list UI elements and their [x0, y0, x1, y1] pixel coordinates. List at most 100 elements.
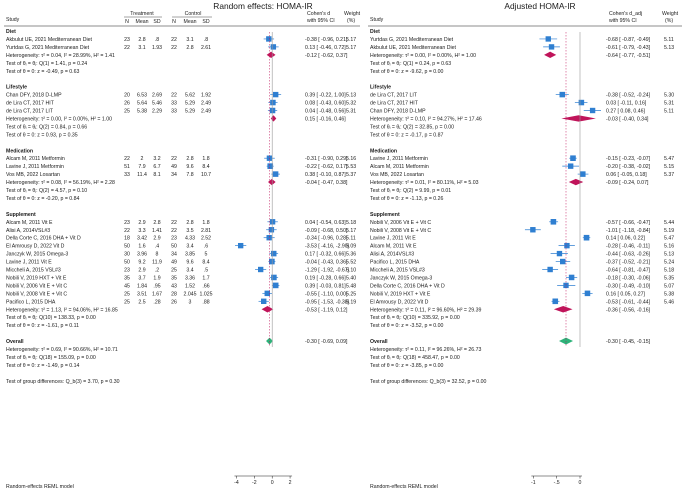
subgroup-test-z: Test of θ = 0: z = -3.52, p = 0.00 [370, 323, 444, 329]
study-weight-text: 5.25 [346, 291, 356, 297]
subgroup-test-z: Test of θ = 0: z = -0.17, p = 0.87 [370, 132, 444, 138]
study-weight-text: 5.40 [346, 275, 356, 281]
study-effect-text: -0.44 [ -0.63, -0.26] [606, 252, 651, 258]
study-weight-text: 5.13 [664, 252, 674, 258]
study-weight-text: 5.30 [664, 93, 674, 99]
study-label: Alcam M, 2011 Vit E [6, 220, 53, 226]
study-cn: 35 [171, 275, 177, 281]
subgroup-test-q: Test of θᵢ = θⱼ: Q(1) = 0.24, p = 0.63 [370, 61, 451, 67]
right-title: Adjusted HOMA-IR [504, 1, 575, 11]
study-marker [268, 227, 275, 233]
study-tsd: 11.9 [152, 260, 162, 266]
study-tsd: 8 [156, 252, 159, 258]
left-header-tsd: SD [153, 19, 160, 25]
group-title-supplement: Supplement [370, 212, 400, 218]
study-marker [583, 234, 590, 241]
group-title-diet: Diet [6, 29, 16, 35]
study-label: de Lira CT, 2017 HIT [6, 101, 55, 107]
study-tn: 25 [124, 109, 130, 115]
study-marker [257, 266, 264, 273]
study-csd: .6 [204, 244, 208, 250]
study-cm: 5.29 [185, 109, 195, 115]
study-effect-text: 0.39 [ -0.03, 0.81] [305, 283, 346, 289]
study-csd: 2.49 [201, 101, 211, 107]
study-label: Pacifico L, 2015 DHA [6, 299, 56, 305]
study-label: Janczyk W, 2015 Omega-3 [6, 252, 68, 258]
study-cn: 22 [171, 93, 177, 99]
study-weight-text: 5.10 [346, 268, 356, 274]
left-header-weight-1: Weight [344, 11, 361, 17]
study-marker [271, 274, 277, 281]
study-tsd: .28 [153, 299, 160, 305]
right-header-study: Study [370, 17, 384, 23]
study-csd: 1.7 [202, 275, 209, 281]
study-marker [237, 242, 244, 249]
study-label: Nobili V, 2008 Vit E + Vit C [370, 228, 431, 234]
study-label: Vos MB, 2022 Losartan [370, 172, 424, 178]
study-marker [269, 258, 275, 265]
subgroup-test-q: Test of θᵢ = θⱼ: Q(2) = 4.57, p = 0.10 [6, 188, 87, 194]
study-cn: 25 [171, 268, 177, 274]
study-weight-text: 5.19 [346, 299, 356, 305]
study-cn: 33 [171, 101, 177, 107]
study-tm: 2.5 [138, 299, 145, 305]
subgroup-diamond [561, 115, 596, 122]
study-tsd: 2.8 [153, 220, 160, 226]
study-label: Akbulut UE, 2021 Mediterranean Diet [370, 45, 456, 51]
left-panel: Random effects: HOMA-IR Study Treatment … [4, 1, 361, 490]
subgroup-diamond [553, 306, 573, 313]
study-tsd: 2.69 [152, 93, 162, 99]
study-effect-text: -0.64 [ -0.81, -0.47] [606, 268, 651, 274]
left-header-cn: N [172, 19, 176, 25]
left-title: Random effects: HOMA-IR [213, 1, 312, 11]
subgroup-diamond [544, 51, 557, 59]
study-weight-text: 5.11 [664, 109, 674, 115]
study-weight-text: 5.48 [346, 283, 356, 289]
study-label: Lavine J, 2011 Vit E [370, 236, 416, 242]
study-label: Miccheli A, 2015 VSL#3 [370, 268, 425, 274]
right-header-effect-1: Cohen's d_adj [609, 11, 642, 17]
study-tn: 20 [124, 93, 130, 99]
study-tn: 30 [124, 252, 130, 258]
subgroup-test-z: Test of θ = 0: z = -9.62, p = 0.00 [370, 69, 444, 75]
subgroup-test-q: Test of θᵢ = θⱼ: Q(2) = 0.84, p = 0.66 [6, 124, 87, 130]
study-weight-text: 5.18 [346, 220, 356, 226]
study-label: Nobili V, 2019 HXT + Vit E [6, 275, 67, 281]
left-model-note: Random-effects REML model [6, 484, 74, 490]
group-title-medication: Medication [370, 148, 397, 154]
study-csd: .5 [204, 268, 208, 274]
study-tsd: 3.2 [153, 156, 160, 162]
study-marker [266, 36, 272, 42]
subgroup-effect-text: 0.15 [ -0.16, 0.46] [305, 116, 346, 122]
study-tn: 25 [124, 299, 130, 305]
study-marker [264, 290, 271, 297]
overall-title: Overall [370, 339, 388, 345]
study-tm: 9.2 [138, 260, 145, 266]
study-csd: 1.8 [202, 156, 209, 162]
study-weight-text: 5.31 [346, 109, 356, 115]
study-effect-text: -0.20 [ -0.38, -0.02] [606, 164, 651, 170]
study-tsd: .4 [155, 244, 159, 250]
study-marker [570, 155, 576, 161]
study-cm: 3.4 [186, 244, 193, 250]
study-tm: 6.53 [137, 93, 147, 99]
study-weight-text: 5.47 [664, 236, 674, 242]
study-label: Akbulut UE, 2021 Mediterranean Diet [6, 37, 92, 43]
study-label: El Amrousy D, 2022 Vit D [370, 299, 429, 305]
study-tm: 3.1 [138, 45, 145, 51]
study-tn: 50 [124, 260, 130, 266]
study-cm: 3.5 [186, 228, 193, 234]
subgroup-diamond [568, 178, 584, 186]
study-cm: 3.4 [186, 268, 193, 274]
study-csd: 2.61 [201, 45, 211, 51]
x-tick-label: 2 [289, 480, 292, 486]
study-effect-text: -0.53 [ -0.61, -0.44] [606, 299, 651, 305]
study-marker [547, 266, 553, 273]
study-tm: 3.96 [137, 252, 147, 258]
study-cn: 22 [171, 228, 177, 234]
study-weight-text: 5.52 [346, 260, 356, 266]
study-weight-text: 5.53 [346, 164, 356, 170]
group-differences-test: Test of group differences: Q_b(3) = 32.5… [370, 379, 487, 385]
study-marker [578, 99, 585, 106]
study-effect-text: 0.38 [ -0.10, 0.87] [305, 172, 346, 178]
